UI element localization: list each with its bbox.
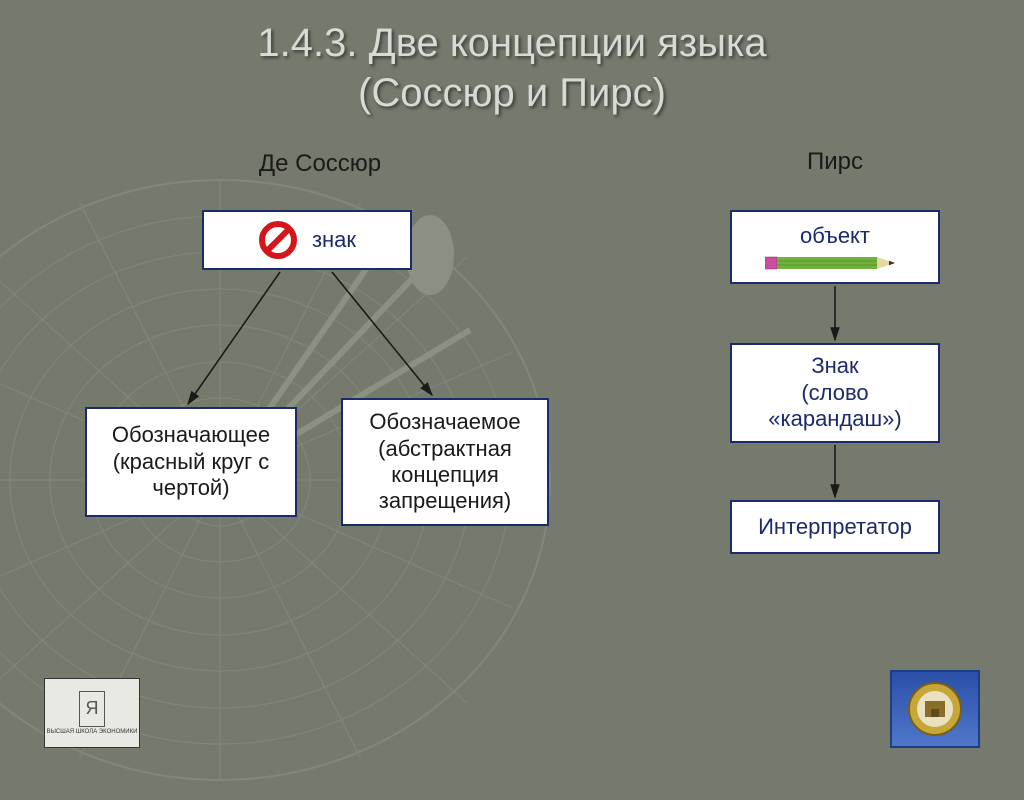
sign2-line-1: Знак: [811, 353, 858, 379]
box-object: объект: [730, 210, 940, 284]
box-sign-label: знак: [312, 227, 356, 253]
interpreter-label: Интерпретатор: [758, 514, 912, 540]
slide-title: 1.4.3. Две концепции языка (Соссюр и Пир…: [0, 18, 1024, 118]
box-object-label: объект: [800, 223, 870, 249]
box-signifier: Обозначающее (красный круг с чертой): [85, 407, 297, 517]
prohibition-icon: [258, 220, 298, 260]
box-interpreter: Интерпретатор: [730, 500, 940, 554]
box-sign: знак: [202, 210, 412, 270]
sign2-line-3: «карандаш»): [768, 406, 901, 432]
signifier-line-3: чертой): [152, 475, 229, 501]
signified-line-1: Обозначаемое: [369, 409, 520, 435]
signifier-line-2: (красный круг с: [113, 449, 270, 475]
signified-line-2: (абстрактная: [378, 436, 512, 462]
right-column-label: Пирс: [770, 148, 900, 176]
signified-line-3: концепция: [391, 462, 499, 488]
box-sign-word: Знак (слово «карандаш»): [730, 343, 940, 443]
hse-logo-caption: ВЫСШАЯ ШКОЛА ЭКОНОМИКИ: [47, 729, 138, 736]
signified-line-4: запрещения): [379, 488, 511, 514]
title-line-2: (Соссюр и Пирс): [358, 71, 666, 115]
hse-logo-mark: Я: [79, 691, 105, 727]
pencil-icon: [765, 255, 905, 271]
tpu-logo-mark: [905, 679, 965, 739]
title-line-1: 1.4.3. Две концепции языка: [257, 21, 766, 65]
box-signified: Обозначаемое (абстрактная концепция запр…: [341, 398, 549, 526]
tpu-logo: [890, 670, 980, 748]
signifier-line-1: Обозначающее: [112, 422, 270, 448]
left-column-label: Де Соссюр: [230, 150, 410, 178]
hse-logo: Я ВЫСШАЯ ШКОЛА ЭКОНОМИКИ: [44, 678, 140, 748]
sign2-line-2: (слово: [801, 380, 868, 406]
